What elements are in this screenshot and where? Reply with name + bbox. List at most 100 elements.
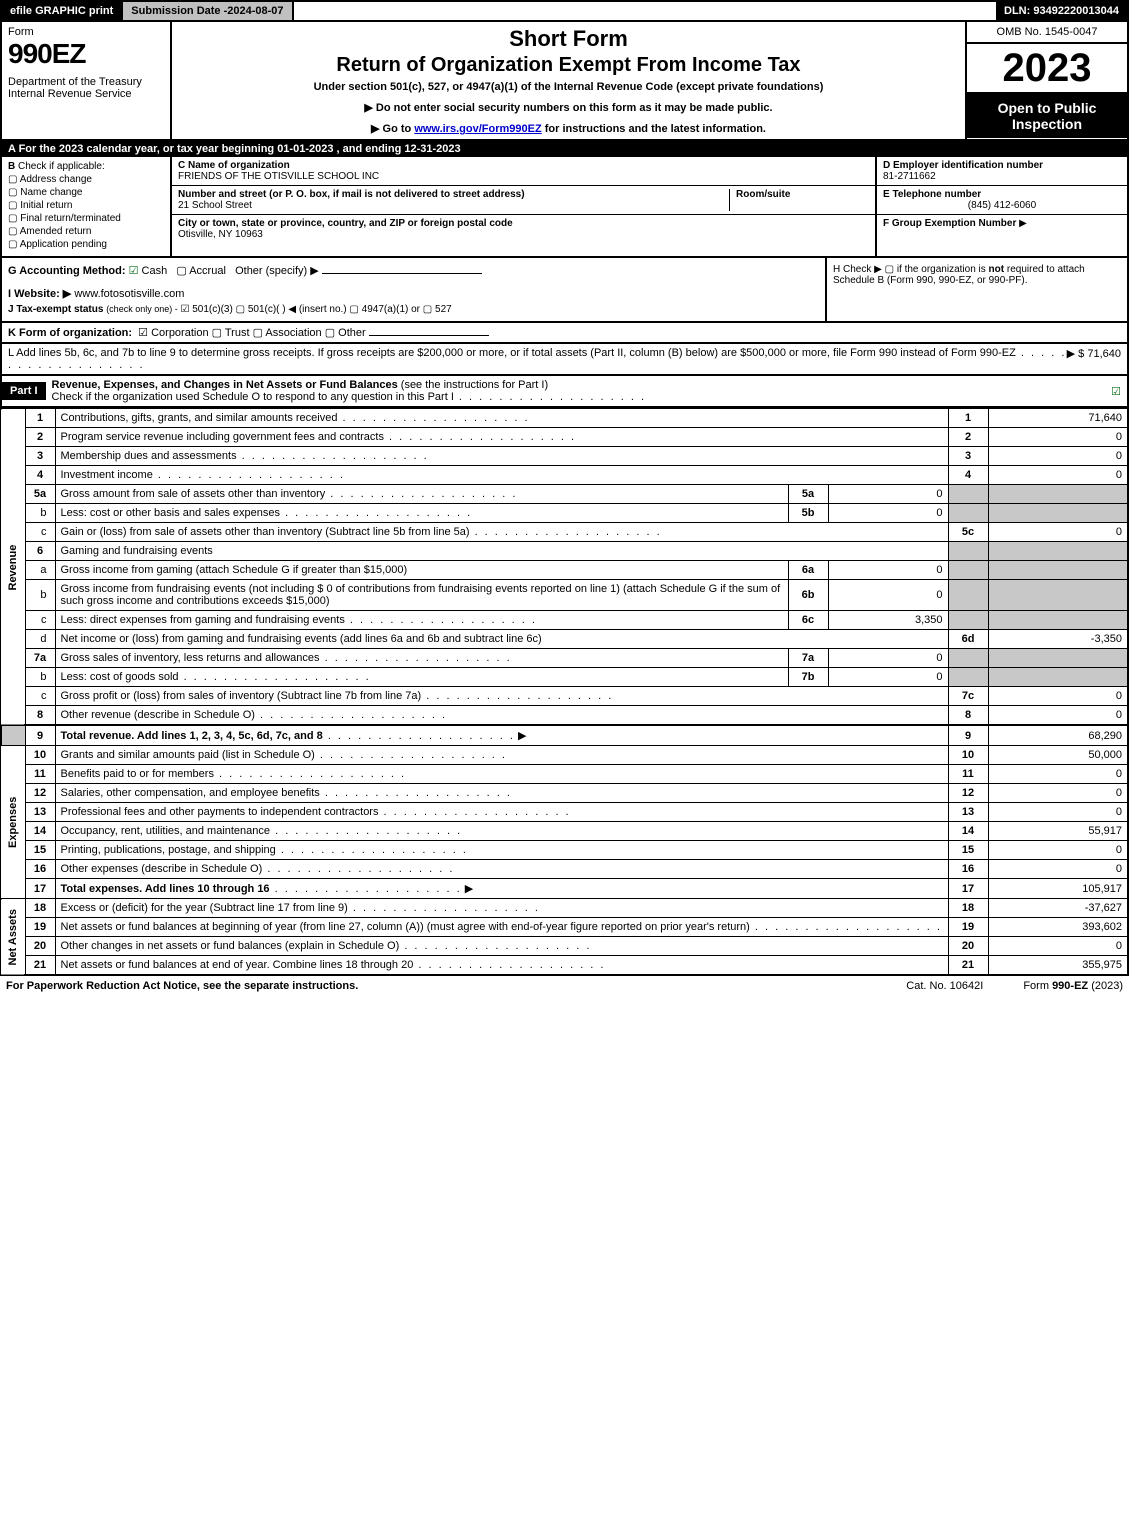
b-check-label: Check if applicable:: [18, 161, 105, 172]
l18-rn: 18: [948, 899, 988, 918]
k-other-line[interactable]: [369, 335, 489, 336]
chk-address-change[interactable]: Address change: [8, 174, 164, 185]
l7a-bl: 7a: [788, 649, 828, 668]
k-label: K Form of organization:: [8, 327, 132, 339]
l12-desc: Salaries, other compensation, and employ…: [61, 787, 320, 799]
c-street-row: Number and street (or P. O. box, if mail…: [172, 186, 875, 215]
l8-rv: 0: [988, 706, 1128, 726]
dln-label: DLN: 93492220013044: [996, 2, 1127, 20]
chk-name-change[interactable]: Name change: [8, 187, 164, 198]
header-center: Short Form Return of Organization Exempt…: [172, 22, 967, 139]
chk-cash[interactable]: Cash: [129, 265, 168, 277]
l19-rn: 19: [948, 918, 988, 937]
l5b-desc: Less: cost or other basis and sales expe…: [61, 507, 281, 519]
footer-right-post: (2023): [1091, 980, 1123, 992]
f-arrow: ▶: [1019, 218, 1027, 229]
l7b-num: b: [25, 668, 55, 687]
l5c-rv: 0: [988, 523, 1128, 542]
l3-rn: 3: [948, 447, 988, 466]
l5a-bl: 5a: [788, 485, 828, 504]
open-to-public-badge: Open to Public Inspection: [967, 94, 1127, 138]
part1-schedule-o-checkbox[interactable]: [1111, 385, 1127, 398]
header-left: Form 990EZ Department of the Treasury In…: [2, 22, 172, 139]
shade: [948, 542, 988, 561]
shade: [948, 649, 988, 668]
l4-rn: 4: [948, 466, 988, 485]
shade: [1, 725, 25, 746]
chk-final-return[interactable]: Final return/terminated: [8, 213, 164, 224]
l12-rn: 12: [948, 784, 988, 803]
c-street-hdr: Number and street (or P. O. box, if mail…: [178, 189, 729, 200]
efile-print-button[interactable]: efile GRAPHIC print: [2, 2, 123, 20]
footer-paperwork: For Paperwork Reduction Act Notice, see …: [6, 980, 358, 992]
shade: [948, 668, 988, 687]
c-room-hdr: Room/suite: [736, 189, 869, 200]
l7c-desc: Gross profit or (loss) from sales of inv…: [61, 690, 422, 702]
l10-desc: Grants and similar amounts paid (list in…: [61, 749, 315, 761]
l6d-desc: Net income or (loss) from gaming and fun…: [55, 630, 948, 649]
chk-application-pending[interactable]: Application pending: [8, 239, 164, 250]
l13-rn: 13: [948, 803, 988, 822]
l6a-num: a: [25, 561, 55, 580]
d-ein: D Employer identification number 81-2711…: [877, 157, 1127, 186]
l7b-desc: Less: cost of goods sold: [61, 671, 179, 683]
l13-desc: Professional fees and other payments to …: [61, 806, 379, 818]
g-label: G Accounting Method:: [8, 265, 126, 277]
org-street: 21 School Street: [178, 200, 729, 211]
shade: [948, 485, 988, 504]
subdate-label-text: Submission Date -: [131, 5, 227, 17]
l20-rn: 20: [948, 937, 988, 956]
l5b-bl: 5b: [788, 504, 828, 523]
l20-num: 20: [25, 937, 55, 956]
phone-value: (845) 412-6060: [883, 200, 1121, 211]
l4-num: 4: [25, 466, 55, 485]
g-other-line[interactable]: [322, 273, 482, 274]
l6b-bv: 0: [828, 580, 948, 611]
l6-num: 6: [25, 542, 55, 561]
l12-num: 12: [25, 784, 55, 803]
chk-amended-return[interactable]: Amended return: [8, 226, 164, 237]
j-options[interactable]: ☑ 501(c)(3) ▢ 501(c)( ) ◀ (insert no.) ▢…: [181, 304, 452, 315]
l4-rv: 0: [988, 466, 1128, 485]
l6c-desc: Less: direct expenses from gaming and fu…: [61, 614, 345, 626]
l5c-num: c: [25, 523, 55, 542]
l6b-bl: 6b: [788, 580, 828, 611]
j-small: (check only one) -: [106, 304, 178, 314]
l9-rv: 68,290: [988, 725, 1128, 746]
j-label: J Tax-exempt status: [8, 304, 103, 315]
l2-desc: Program service revenue including govern…: [61, 431, 384, 443]
l3-rv: 0: [988, 447, 1128, 466]
l-text: L Add lines 5b, 6c, and 7b to line 9 to …: [8, 347, 1067, 371]
shade: [988, 580, 1128, 611]
website-link[interactable]: www.fotosotisville.com: [74, 288, 184, 300]
l7c-rn: 7c: [948, 687, 988, 706]
l5b-bv: 0: [828, 504, 948, 523]
l9-num: 9: [25, 725, 55, 746]
bullet-no-ssn: ▶ Do not enter social security numbers o…: [178, 101, 959, 114]
col-b-checkboxes: B Check if applicable: Address change Na…: [2, 157, 172, 256]
department-label: Department of the Treasury Internal Reve…: [8, 76, 164, 100]
b-label: B: [8, 161, 15, 172]
e-phone: E Telephone number (845) 412-6060: [877, 186, 1127, 215]
c-city-hdr: City or town, state or province, country…: [178, 218, 869, 229]
l15-desc: Printing, publications, postage, and shi…: [61, 844, 276, 856]
l5a-desc: Gross amount from sale of assets other t…: [61, 488, 326, 500]
l19-rv: 393,602: [988, 918, 1128, 937]
k-options[interactable]: ☑ Corporation ▢ Trust ▢ Association ▢ Ot…: [138, 327, 366, 339]
row-a-tax-year: A For the 2023 calendar year, or tax yea…: [0, 141, 1129, 157]
irs-link[interactable]: www.irs.gov/Form990EZ: [414, 123, 541, 135]
form-number: 990EZ: [8, 38, 164, 70]
shade: [948, 504, 988, 523]
l3-num: 3: [25, 447, 55, 466]
chk-initial-return[interactable]: Initial return: [8, 200, 164, 211]
top-bar: efile GRAPHIC print Submission Date - 20…: [0, 0, 1129, 22]
bullet-goto: ▶ Go to www.irs.gov/Form990EZ for instru…: [178, 122, 959, 135]
l11-desc: Benefits paid to or for members: [61, 768, 214, 780]
l8-rn: 8: [948, 706, 988, 726]
l15-num: 15: [25, 841, 55, 860]
l13-num: 13: [25, 803, 55, 822]
part1-header-row: Part I Revenue, Expenses, and Changes in…: [0, 376, 1129, 408]
l20-desc: Other changes in net assets or fund bala…: [61, 940, 400, 952]
chk-accrual[interactable]: Accrual: [176, 265, 226, 277]
l14-num: 14: [25, 822, 55, 841]
